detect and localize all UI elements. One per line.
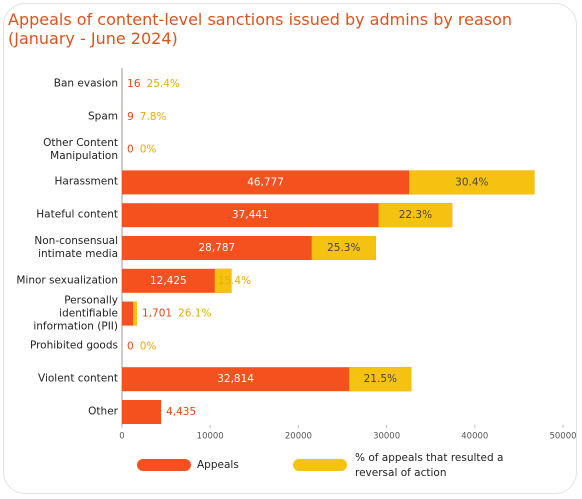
reversal-segment (409, 170, 535, 195)
percent-label: 25.4% (147, 78, 180, 90)
bar (122, 400, 162, 424)
value-label: 28,787 (198, 242, 235, 254)
card (3, 3, 577, 494)
percent-label: 7.8% (140, 111, 167, 123)
reversal-segment (349, 367, 412, 392)
x-tick-label: 0 (119, 432, 124, 442)
percent-label: 15.4% (218, 275, 251, 287)
value-label: 46,777 (247, 176, 284, 188)
reversal-segment (133, 301, 138, 326)
percent-label: 25.3% (327, 242, 360, 254)
legend-label: Appeals (197, 459, 239, 471)
legend-swatch (293, 459, 347, 471)
y-tick-label: Prohibited goods (29, 339, 118, 352)
value-label: 0 (127, 144, 134, 156)
value-label: 32,814 (217, 373, 254, 385)
percent-label: 26.1% (178, 308, 211, 320)
y-tick-label: Hateful content (36, 208, 118, 221)
y-tick-label: Personally identifiable information (PII… (33, 294, 118, 333)
legend-swatch (137, 459, 191, 471)
x-tick-label: 50000 (549, 432, 576, 442)
y-tick-label: Other Content Manipulation (43, 136, 118, 162)
percent-label: 21.5% (364, 373, 397, 385)
x-tick-label: 20000 (285, 432, 312, 442)
reversal-segment (214, 268, 232, 293)
value-label: 16 (127, 78, 141, 90)
y-tick-label: Minor sexualization (16, 274, 118, 287)
chart-title: Appeals of content-level sanctions issue… (8, 10, 513, 48)
y-tick-label: Ban evasion (53, 77, 118, 90)
y-tick-label: Harassment (54, 175, 118, 188)
value-label: 9 (127, 111, 134, 123)
x-tick-label: 10000 (197, 432, 224, 442)
percent-label: 22.3% (399, 209, 432, 221)
y-tick-label: Non-consensual intimate media (34, 235, 118, 260)
x-tick-label: 30000 (373, 432, 400, 442)
reversal-segment (311, 236, 376, 260)
x-tick-label: 40000 (461, 432, 488, 442)
bar (122, 268, 232, 293)
y-tick-label: Spam (88, 110, 118, 123)
percent-label: 0% (140, 340, 157, 352)
percent-label: 0% (140, 144, 157, 156)
value-label: 4,435 (166, 406, 196, 418)
y-tick-label: Violent content (38, 372, 118, 385)
y-tick-label: Other (88, 405, 118, 418)
value-label: 37,441 (232, 209, 269, 221)
value-label: 0 (127, 340, 134, 352)
value-label: 12,425 (150, 275, 187, 287)
value-label: 1,701 (142, 308, 172, 320)
reversal-segment (378, 203, 453, 228)
percent-label: 30.4% (455, 176, 488, 188)
legend-label: % of appeals that resulted a reversal of… (355, 452, 504, 479)
